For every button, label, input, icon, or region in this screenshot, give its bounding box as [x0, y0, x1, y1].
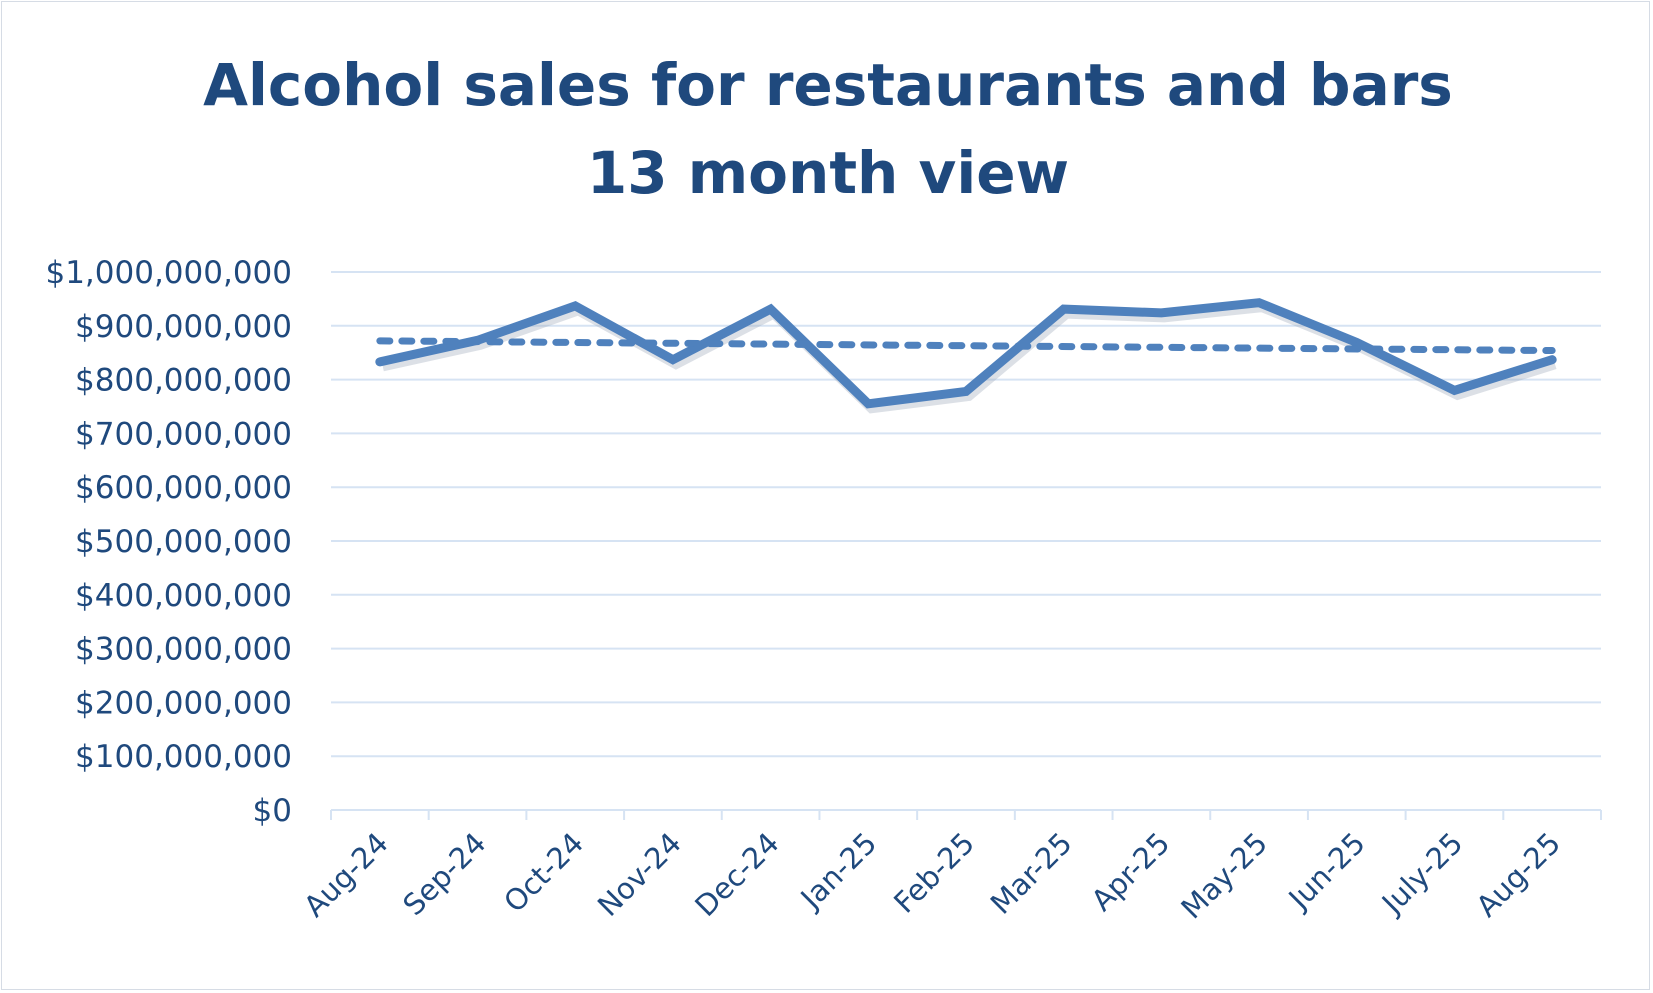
y-tick-label: $900,000,000 [75, 309, 292, 345]
x-tick-label: Oct-24 [497, 826, 590, 919]
y-tick-label: $100,000,000 [75, 739, 292, 775]
x-tick-label: Jan-25 [793, 826, 884, 917]
x-tick-label: May-25 [1174, 826, 1274, 926]
y-tick-label: $1,000,000,000 [45, 255, 292, 291]
x-tick-label: July-25 [1374, 826, 1469, 921]
x-tick-label: Sep-24 [396, 826, 492, 922]
x-tick-label: Jun-25 [1281, 826, 1372, 917]
x-tick-label: Apr-25 [1085, 826, 1177, 918]
trend-line [376, 337, 1556, 355]
x-tick-label: Feb-25 [887, 826, 981, 920]
x-tick-label: Aug-24 [297, 826, 395, 924]
y-tick-label: $700,000,000 [75, 416, 292, 452]
y-tick-label: $300,000,000 [75, 632, 292, 668]
x-tick-label: Mar-25 [984, 826, 1079, 921]
x-tick-label: Aug-25 [1470, 826, 1568, 924]
y-tick-label: $0 [253, 793, 292, 829]
chart-title-line-1: Alcohol sales for restaurants and bars [203, 51, 1453, 119]
y-tick-label: $200,000,000 [75, 685, 292, 721]
chart-title-line-2: 13 month view [587, 139, 1069, 207]
y-tick-label: $500,000,000 [75, 524, 292, 560]
y-tick-label: $600,000,000 [75, 470, 292, 506]
y-tick-label: $800,000,000 [75, 363, 292, 399]
y-tick-label: $400,000,000 [75, 578, 292, 614]
x-tick-label: Dec-24 [688, 826, 785, 923]
x-tick-label: Nov-24 [591, 826, 688, 923]
